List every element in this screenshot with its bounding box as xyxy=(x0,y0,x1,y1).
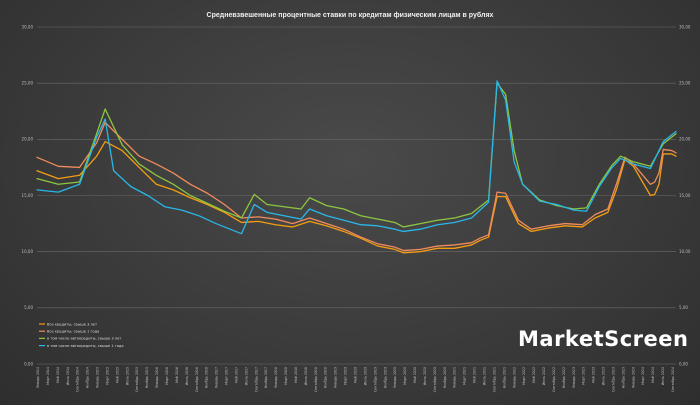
x-tick-label: Май 2023 xyxy=(592,367,596,383)
x-tick-label: Июль 2015 xyxy=(125,367,129,385)
x-tick-label: Сентябрь 2015 xyxy=(135,367,139,392)
x-tick-label: Март 2022 xyxy=(522,367,526,385)
y-tick-label-right: 20,00 xyxy=(679,137,691,142)
watermark-logo: MarketScreen xyxy=(518,327,688,351)
x-tick-label: Март 2018 xyxy=(284,367,288,385)
x-tick-label: Март 2019 xyxy=(344,367,348,385)
x-tick-label: Январь 2021 xyxy=(453,367,457,388)
x-tick-label: Сентябрь 2024 xyxy=(671,367,675,392)
x-tick-label: Сентябрь 2014 xyxy=(76,367,80,392)
x-tick-label: Май 2020 xyxy=(413,367,417,383)
x-tick-label: Ноябрь 2019 xyxy=(383,367,387,388)
x-tick-label: Июль 2020 xyxy=(423,367,427,385)
x-tick-label: Сентябрь 2017 xyxy=(254,367,258,392)
x-tick-label: Июль 2017 xyxy=(244,367,248,385)
y-tick-label-right: 15,00 xyxy=(679,193,691,198)
chart-title: Средневзвешенные процентные ставки по кр… xyxy=(207,11,494,19)
series-layer xyxy=(36,80,677,254)
x-tick-label: Март 2023 xyxy=(582,367,586,385)
x-tick-label: Июль 2018 xyxy=(304,367,308,385)
x-tick-label: Июль 2024 xyxy=(661,367,665,385)
x-tick-label: Ноябрь 2016 xyxy=(205,367,209,388)
y-tick-label: 10,00 xyxy=(22,249,34,254)
y-tick-label: 0,00 xyxy=(24,361,33,366)
x-tick-label: Ноябрь 2018 xyxy=(324,367,328,388)
x-tick-label: Май 2018 xyxy=(294,367,298,383)
x-tick-label: Ноябрь 2021 xyxy=(502,367,506,388)
x-tick-label: Январь 2022 xyxy=(512,367,516,388)
x-tick-label: Январь 2018 xyxy=(274,367,278,388)
x-tick-label: Май 2016 xyxy=(175,367,179,383)
legend: Все кредиты, свыше 3 лет Все кредиты, свы… xyxy=(39,322,124,348)
legend-label: в том числе автокредиты, свыше 1 года xyxy=(47,344,124,348)
x-tick-label: Май 2015 xyxy=(115,367,119,383)
x-tick-label: Март 2021 xyxy=(463,367,467,385)
x-tick-label: Январь 2016 xyxy=(155,367,159,388)
x-tick-label: Сентябрь 2018 xyxy=(314,367,318,392)
x-tick-label: Сентябрь 2022 xyxy=(552,367,556,392)
x-tick-label: Июль 2014 xyxy=(66,367,70,385)
y-tick-label-right: 30,00 xyxy=(679,24,691,29)
series-line-4 xyxy=(36,80,677,235)
x-tick-label: Июль 2023 xyxy=(602,367,606,385)
x-tick-label: Январь 2015 xyxy=(96,367,100,388)
x-tick-label: Июль 2022 xyxy=(542,367,546,385)
y-tick-label: 25,00 xyxy=(22,81,34,86)
x-tick-label: Январь 2020 xyxy=(393,367,397,388)
x-tick-label: Сентябрь 2023 xyxy=(611,367,615,392)
y-tick-label: 5,00 xyxy=(24,305,33,310)
x-tick-label: Май 2021 xyxy=(473,367,477,383)
x-tick-label: Январь 2014 xyxy=(36,367,40,388)
x-tick-label: Май 2024 xyxy=(651,367,655,383)
x-tick-label: Май 2022 xyxy=(532,367,536,383)
x-tick-label: Январь 2023 xyxy=(572,367,576,388)
x-tick-label: Январь 2019 xyxy=(334,367,338,388)
y-axis-left: 0,00 5,00 10,00 15,00 20,00 25,00 30,00 xyxy=(22,24,34,366)
x-tick-label: Сентябрь 2020 xyxy=(433,367,437,392)
y-tick-label-right: 25,00 xyxy=(679,81,691,86)
x-tick-label: Ноябрь 2020 xyxy=(443,367,447,388)
x-tick-label: Сентябрь 2021 xyxy=(492,367,496,392)
series-line-2 xyxy=(36,121,677,252)
x-tick-label: Ноябрь 2017 xyxy=(264,367,268,388)
x-tick-label: Сентябрь 2016 xyxy=(195,367,199,392)
x-tick-label: Ноябрь 2023 xyxy=(621,367,625,388)
x-tick-label: Май 2014 xyxy=(56,367,60,383)
y-tick-label: 30,00 xyxy=(22,24,34,29)
x-tick-label: Июль 2019 xyxy=(363,367,367,385)
x-tick-label: Январь 2024 xyxy=(631,367,635,388)
series-line-3 xyxy=(36,82,677,228)
x-tick-label: Июль 2016 xyxy=(185,367,189,385)
x-axis: Январь 2014 Март 2014 Май 2014 Июль 2014 Сен… xyxy=(36,367,675,392)
legend-label: Все кредиты, свыше 3 лет xyxy=(47,322,97,326)
x-tick-label: Март 2015 xyxy=(105,367,109,385)
x-tick-label: Март 2020 xyxy=(403,367,407,385)
x-tick-label: Ноябрь 2015 xyxy=(145,367,149,388)
x-tick-label: Май 2019 xyxy=(354,367,358,383)
x-tick-label: Сентябрь 2019 xyxy=(373,367,377,392)
x-tick-label: Март 2014 xyxy=(46,367,50,385)
legend-label: в том числе автокредиты, свыше 3 лет xyxy=(47,337,121,341)
y-axis-right: 0,00 5,00 10,00 15,00 20,00 25,00 30,00 xyxy=(679,24,691,366)
y-tick-label-right: 0,00 xyxy=(679,361,688,366)
x-tick-label: Ноябрь 2022 xyxy=(562,367,566,388)
legend-label: Все кредиты, свыше 1 года xyxy=(47,330,99,334)
x-tick-label: Июль 2021 xyxy=(482,367,486,385)
x-tick-label: Ноябрь 2014 xyxy=(86,367,90,388)
y-tick-label: 15,00 xyxy=(22,193,34,198)
y-tick-label-right: 5,00 xyxy=(679,305,688,310)
x-tick-label: Январь 2017 xyxy=(215,367,219,388)
grid-layer xyxy=(37,26,676,365)
x-tick-label: Март 2024 xyxy=(641,367,645,385)
y-tick-label: 20,00 xyxy=(22,137,34,142)
x-tick-label: Май 2017 xyxy=(234,367,238,383)
y-tick-label-right: 10,00 xyxy=(679,249,691,254)
x-tick-label: Март 2017 xyxy=(225,367,229,385)
series-line-1 xyxy=(36,140,677,254)
x-tick-label: Март 2016 xyxy=(165,367,169,385)
